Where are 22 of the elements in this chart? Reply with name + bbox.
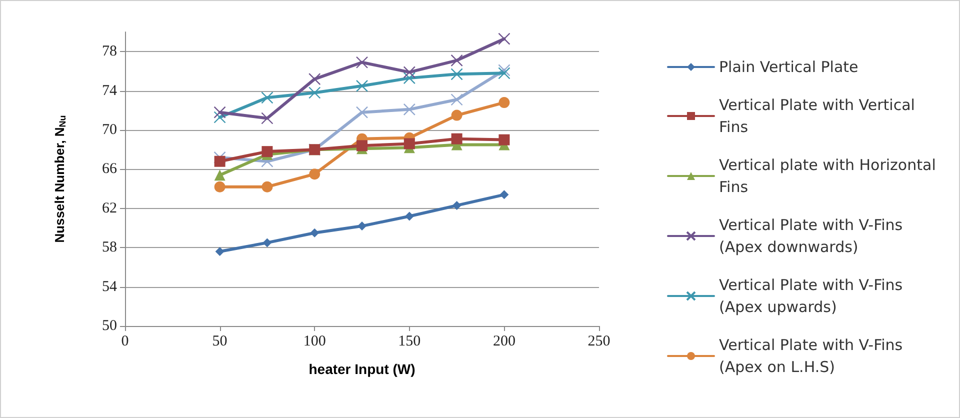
x-tick-label: 250 bbox=[588, 334, 610, 350]
y-tick-label: 78 bbox=[102, 44, 117, 60]
legend-label: Vertical plate with Horizontal Fins bbox=[719, 156, 941, 196]
x-tick-label: 150 bbox=[398, 334, 421, 350]
y-tick-label: 62 bbox=[102, 200, 117, 216]
y-tick-label: 70 bbox=[102, 122, 117, 138]
x-tick-label: 0 bbox=[121, 334, 129, 350]
x-tick-label: 200 bbox=[492, 334, 516, 350]
x-tick-label: 50 bbox=[212, 334, 228, 350]
legend-label: Vertical Plate with Vertical Fins bbox=[719, 96, 920, 136]
y-tick-label: 50 bbox=[102, 318, 117, 334]
x-tick-label: 100 bbox=[303, 334, 326, 350]
legend-label: Plain Vertical Plate bbox=[719, 58, 858, 76]
y-tick-label: 54 bbox=[102, 278, 118, 295]
legend-label: Vertical Plate with V-Fins (Apex downwards) bbox=[719, 216, 908, 256]
x-axis-title: heater Input (W) bbox=[308, 361, 416, 377]
legend-label: Vertical Plate with V-Fins (Apex on L.H.S) bbox=[719, 336, 908, 376]
legend-label: Vertical Plate with V-Fins (Apex upwards) bbox=[719, 276, 908, 316]
y-tick-label: 74 bbox=[102, 82, 118, 99]
y-axis-title: Nusselt Number, NNu bbox=[52, 115, 68, 243]
y-tick-label: 66 bbox=[102, 161, 118, 178]
y-tick-label: 58 bbox=[102, 240, 117, 256]
